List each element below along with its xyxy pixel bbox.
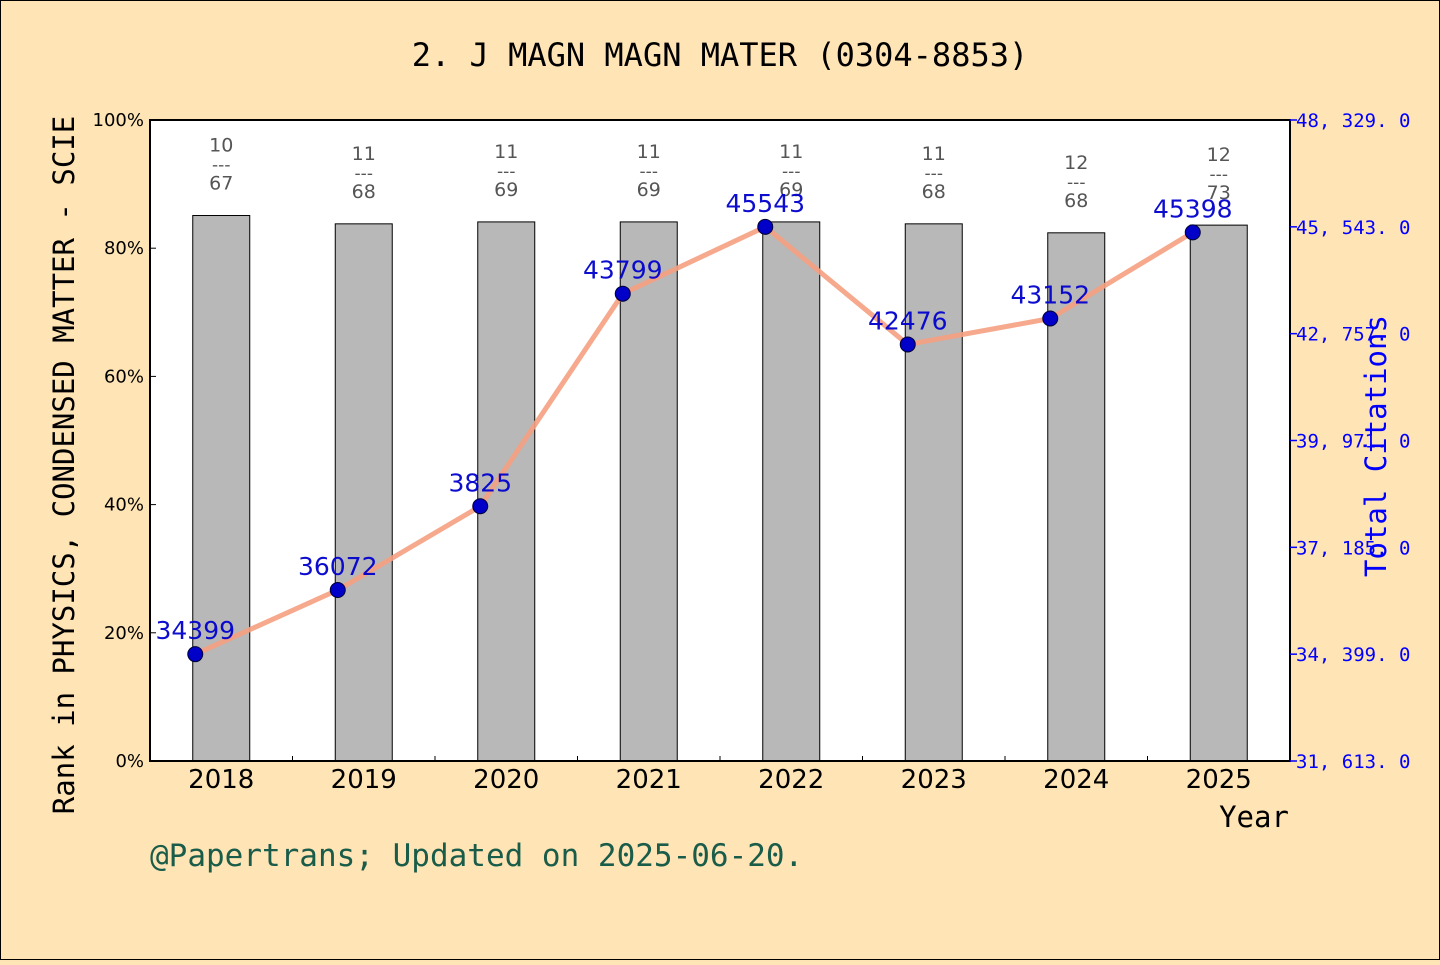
- rank-bar-2025: [1189, 224, 1248, 762]
- x-axis: 2018 2019 2020 2021 2022 2023 2024 2025: [188, 756, 1252, 795]
- citation-point-2021: [614, 285, 631, 302]
- rank-total-2020: 69: [494, 179, 518, 201]
- rank-separator-2023: ---: [925, 164, 943, 184]
- citation-point-2022: [757, 218, 774, 235]
- citation-label-2024: 43152: [1010, 281, 1090, 310]
- rank-total-2022: 69: [779, 179, 803, 201]
- rank-total-2023: 68: [922, 181, 946, 203]
- right-tick-label: 37, 185. 0: [1296, 537, 1410, 559]
- left-tick-label: 20%: [104, 623, 144, 644]
- right-tick-label: 39, 971. 0: [1296, 431, 1410, 453]
- left-axis: 0% 20% 40% 60% 80% 100%: [93, 110, 156, 772]
- rank-bar-2018: [192, 215, 251, 762]
- left-tick-label: 60%: [104, 366, 144, 387]
- rank-bar-2023: [904, 223, 963, 762]
- citation-point-2025: [1184, 224, 1201, 241]
- rank-separator-2024: ---: [1067, 173, 1085, 193]
- right-tick-label: 31, 613. 0: [1296, 751, 1410, 773]
- rank-label-2018: 10: [209, 135, 233, 157]
- left-tick-label: 0%: [115, 751, 144, 772]
- rank-total-2021: 69: [637, 179, 661, 201]
- rank-label-2021: 11: [637, 141, 661, 163]
- citation-point-2023: [899, 336, 916, 353]
- x-tick-label-2019: 2019: [331, 765, 397, 795]
- plot-area: [150, 120, 1290, 761]
- left-tick-label: 40%: [104, 495, 144, 516]
- citations-line-layer: 34399 36072 3825 43799 45543 42476 43152 45398: [155, 189, 1233, 663]
- rank-separator-2025: ---: [1210, 165, 1228, 185]
- rank-bar-2022: [762, 221, 821, 762]
- left-axis-label: Rank in PHYSICS, CONDENSED MATTER - SCIE: [47, 116, 81, 814]
- right-tick-label: 48, 329. 0: [1296, 110, 1410, 132]
- rank-label-2025: 12: [1207, 144, 1231, 166]
- rank-separator-2019: ---: [355, 164, 373, 184]
- right-tick-label: 34, 399. 0: [1296, 644, 1410, 666]
- bars-layer: 10---6711---6811---6911---6911---6911---…: [192, 135, 1248, 762]
- citation-label-2021: 43799: [583, 256, 663, 285]
- citation-point-2020: [472, 498, 489, 515]
- x-tick-label-2018: 2018: [188, 765, 254, 795]
- citation-label-2023: 42476: [868, 306, 948, 335]
- citations-line: [194, 224, 1195, 657]
- rank-total-2019: 68: [352, 181, 376, 203]
- chart-title: 2. J MAGN MAGN MATER (0304-8853): [412, 36, 1029, 74]
- citation-label-2019: 36072: [298, 552, 378, 581]
- x-tick-label-2021: 2021: [616, 765, 682, 795]
- left-tick-label: 80%: [104, 238, 144, 259]
- right-tick-label: 45, 543. 0: [1296, 217, 1410, 239]
- citation-point-2024: [1042, 310, 1059, 327]
- right-axis-label: Total Citations: [1359, 315, 1393, 577]
- rank-label-2022: 11: [779, 141, 803, 163]
- rank-total-2018: 67: [209, 173, 233, 195]
- citation-point-2019: [329, 582, 346, 599]
- rank-bar-2019: [334, 223, 393, 762]
- x-axis-label: Year: [1219, 800, 1289, 834]
- x-tick-label-2025: 2025: [1186, 765, 1252, 795]
- citation-label-2018: 34399: [155, 616, 235, 645]
- left-tick-label: 100%: [93, 110, 144, 131]
- citation-point-2018: [187, 646, 204, 663]
- rank-bar-2021: [619, 221, 678, 762]
- rank-label-2019: 11: [352, 143, 376, 165]
- rank-separator-2022: ---: [782, 162, 800, 182]
- rank-separator-2018: ---: [212, 156, 230, 176]
- rank-total-2025: 73: [1207, 182, 1231, 204]
- right-tick-label: 42, 757. 0: [1296, 324, 1410, 346]
- rank-label-2024: 12: [1064, 152, 1088, 174]
- rank-label-2023: 11: [922, 143, 946, 165]
- rank-separator-2020: ---: [497, 162, 515, 182]
- x-tick-label-2024: 2024: [1043, 765, 1109, 795]
- rank-label-2020: 11: [494, 141, 518, 163]
- citation-label-2022: 45543: [725, 189, 805, 218]
- rank-separator-2021: ---: [640, 162, 658, 182]
- footer-text: @Papertrans; Updated on 2025-06-20.: [150, 838, 803, 874]
- citation-label-2020: 3825: [448, 468, 512, 497]
- x-tick-label-2023: 2023: [901, 765, 967, 795]
- rank-total-2024: 68: [1064, 190, 1088, 212]
- x-tick-label-2022: 2022: [758, 765, 824, 795]
- right-axis: 31, 613. 0 34, 399. 0 37, 185. 0 39, 971. 0…: [1290, 110, 1410, 773]
- citation-label-2025: 45398: [1153, 194, 1233, 223]
- x-tick-label-2020: 2020: [473, 765, 539, 795]
